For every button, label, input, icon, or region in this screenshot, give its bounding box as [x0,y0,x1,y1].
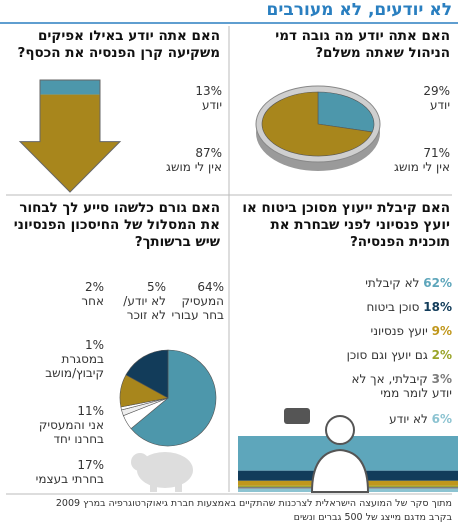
arrow [20,80,120,192]
data-label: 29% יודע [390,84,450,112]
value-label: 17% [77,458,104,472]
category-label: גם יועץ וגם סוכן [346,348,428,362]
head [325,415,355,445]
value-label: 11% [77,404,104,418]
data-label: 1% במסגרת קיבוץ/מושב [34,338,104,380]
value-label: 3% [431,372,452,386]
value-label: 64% [197,280,224,294]
data-label: 18% סוכן ביטוח [302,300,452,314]
question: האם קיבלת ייעוץ מסוכן ביטוח או יועץ פנסי… [242,200,450,250]
value-label: 2% [84,280,104,294]
category-label: בחרתי בעצמי [35,472,104,486]
question: האם אתה יודע מה גובה דמי הניהול שאתה משל… [275,28,450,61]
category-label: אין לי מושג [394,160,450,174]
footer-line: מתוך סקר של המועצה הישראלית לצרכנות שהתק… [55,498,452,509]
data-label: 87% אין לי מושג [152,146,222,174]
person-icon [284,408,370,493]
piggy-bank [131,452,193,492]
value-label: 29% [423,84,450,98]
category-label: יודע [201,98,222,112]
category-label: המעסיק בחר עבורי [171,294,224,322]
category-label: אין לי מושג [166,160,222,174]
value-label: 13% [195,84,222,98]
category-label: סוכן ביטוח [366,300,420,314]
category-label: לא קיבלתי [365,276,420,290]
fill-segment [20,94,120,192]
data-label: 13% יודע [162,84,222,112]
question: האם גורם כלשהו סייע לך לבחור את המסלול ש… [13,200,220,250]
value-label: 18% [423,300,452,314]
data-label: 71% אין לי מושג [380,146,450,174]
fill-segment [20,80,120,95]
category-label: לא יודע/ לא זוכר [123,294,166,322]
page-title: לא יודעים, לא מעורבים [266,0,452,20]
pie-slice [317,91,375,133]
pie-slice [130,349,217,447]
data-label: 2% אחר [64,280,104,308]
value-label: 62% [423,276,452,290]
value-label: 2% [431,348,452,362]
value-label: 5% [146,280,166,294]
data-label: 9% יועץ פנסיוני [302,324,452,338]
category-label: קיבלתי, אך לא יודע לומר ממי [351,372,452,400]
value-label: 87% [195,146,222,160]
data-label: 11% אני והמעסיק בחרנו יחד [24,404,104,446]
category-label: יודע [429,98,450,112]
value-label: 9% [431,324,452,338]
value-label: 1% [84,338,104,352]
data-label: 2% גם יועץ וגם סוכן [302,348,452,362]
data-label: 62% לא קיבלתי [302,276,452,290]
footer-line: בקרב מדגם מייצג של 500 גברים ונשים [293,512,452,523]
value-label: 6% [431,412,452,426]
category-label: אחר [81,294,104,308]
data-label: 3% קיבלתי, אך לא יודע לומר ממי [332,372,452,400]
category-label: במסגרת קיבוץ/מושב [45,352,104,380]
speech [284,408,310,424]
category-label: לא יודע [389,412,428,426]
question: האם אתה יודע באילו אפיקים משקיעה קרן הפנ… [17,28,220,61]
data-label: 17% בחרתי בעצמי [34,458,104,486]
data-label: 5% לא יודע/ לא זוכר [114,280,166,322]
data-label: 64% המעסיק בחר עבורי [164,280,224,322]
arrow-outline [18,79,122,193]
category-label: אני והמעסיק בחרנו יחד [38,418,104,446]
pie-slice [261,91,373,157]
data-label: 6% לא יודע [302,412,452,426]
pie-slice [125,349,169,399]
value-label: 71% [423,146,450,160]
category-label: יועץ פנסיוני [370,324,428,338]
body [310,448,370,493]
